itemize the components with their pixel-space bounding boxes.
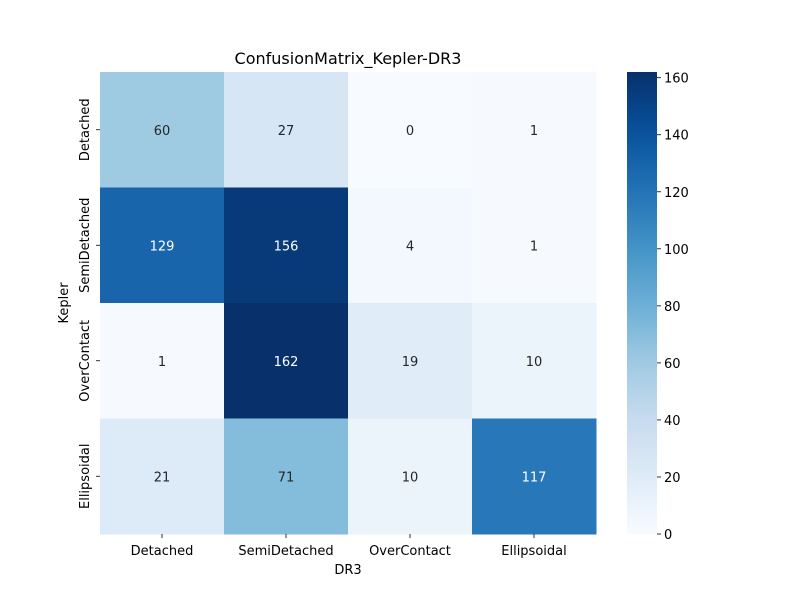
cell-value-label: 19 [402, 355, 419, 370]
heatmap-cell [472, 418, 597, 535]
cell-value-label: 162 [274, 355, 299, 370]
colorbar-tick-label: 80 [664, 300, 681, 315]
colorbar-tick-label: 40 [664, 414, 681, 429]
x-tick-label: SemiDetached [238, 544, 333, 559]
colorbar-tick-label: 60 [664, 357, 681, 372]
heatmap-cell [100, 72, 225, 188]
colorbar-tick-label: 0 [664, 528, 672, 543]
heatmap-cell [224, 187, 349, 304]
x-tick-label: Ellipsoidal [501, 544, 566, 559]
x-tick-label: OverContact [369, 544, 451, 559]
colorbar-tick-label: 120 [664, 186, 689, 201]
cell-value-label: 21 [154, 470, 171, 485]
colorbar-tick-label: 100 [664, 243, 689, 258]
cell-value-label: 27 [278, 124, 295, 139]
heatmap-cell [472, 72, 597, 188]
chart-title: ConfusionMatrix_Kepler-DR3 [235, 49, 462, 69]
cell-value-label: 129 [150, 239, 175, 254]
cell-value-label: 71 [278, 470, 295, 485]
cell-value-label: 10 [402, 470, 419, 485]
colorbar-tick-label: 160 [664, 72, 689, 87]
cell-value-label: 4 [406, 239, 414, 254]
heatmap-cells: 60 27 0 1 129 156 4 1 1 162 19 10 21 71 10 117 [100, 72, 597, 535]
cell-value-label: 117 [522, 470, 547, 485]
cell-value-label: 1 [530, 124, 538, 139]
heatmap-cell [224, 418, 349, 535]
cell-value-label: 1 [530, 239, 538, 254]
cell-value-label: 156 [274, 239, 299, 254]
y-tick-labels: Detached SemiDetached OverContact Ellipsoid… [78, 98, 100, 509]
y-tick-label: OverContact [78, 320, 93, 402]
cell-value-label: 1 [158, 355, 166, 370]
x-tick-labels: Detached SemiDetached OverContact Ellipsoid… [131, 534, 567, 559]
colorbar-ticks: 0 20 40 60 80 100 120 140 160 [657, 72, 689, 543]
y-tick-label: Ellipsoidal [78, 444, 93, 509]
heatmap-cell [472, 187, 597, 304]
colorbar-tick-label: 20 [664, 471, 681, 486]
heatmap-cell [224, 303, 349, 419]
heatmap-cell [348, 303, 473, 419]
y-axis-label: Kepler [57, 282, 72, 324]
x-axis-label: DR3 [334, 563, 361, 578]
colorbar-tick-label: 140 [664, 129, 689, 144]
heatmap-cell [100, 418, 225, 535]
heatmap-cell [348, 187, 473, 304]
y-tick-label: SemiDetached [78, 198, 93, 293]
cell-value-label: 0 [406, 124, 414, 139]
cell-value-label: 10 [526, 355, 543, 370]
heatmap-cell [472, 303, 597, 419]
heatmap-cell [100, 303, 225, 419]
colorbar [627, 72, 657, 534]
heatmap-cell [348, 72, 473, 188]
heatmap-cell [348, 418, 473, 535]
heatmap-cell [100, 187, 225, 304]
y-tick-label: Detached [78, 98, 93, 161]
cell-value-label: 60 [154, 124, 171, 139]
heatmap-cell [224, 72, 349, 188]
x-tick-label: Detached [131, 544, 194, 559]
